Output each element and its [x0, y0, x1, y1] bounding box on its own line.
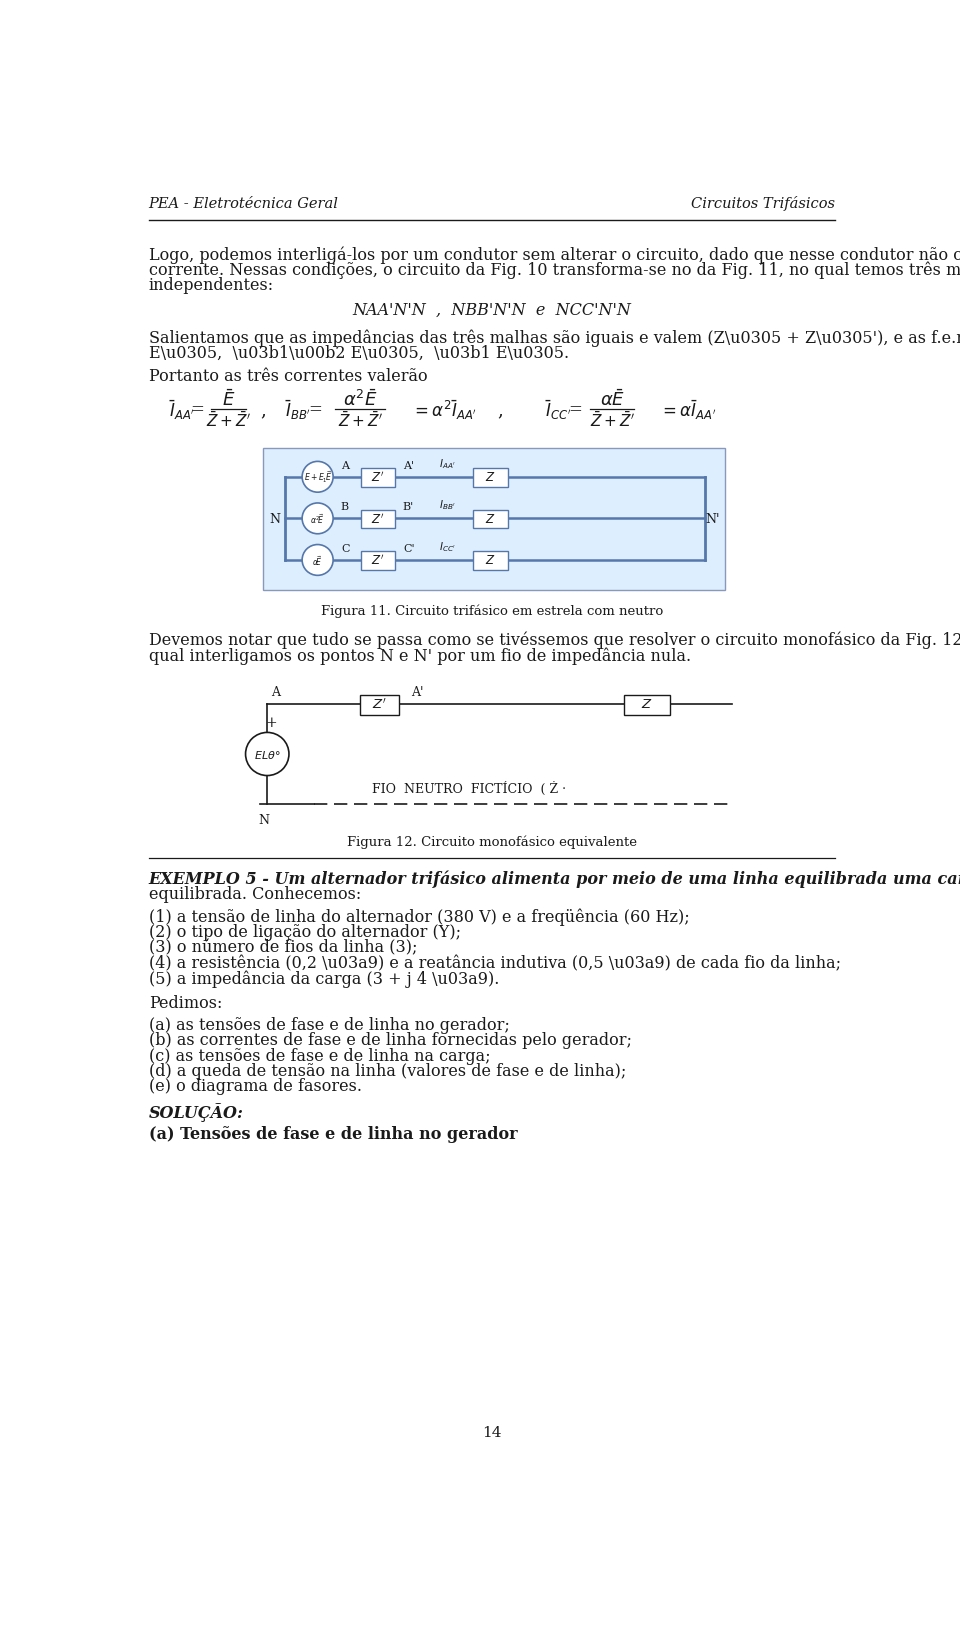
Text: Circuitos Trifásicos: Circuitos Trifásicos	[691, 196, 835, 211]
Text: $Z$: $Z$	[485, 472, 495, 485]
Bar	[361, 511, 396, 529]
Text: (e) o diagrama de fasores.: (e) o diagrama de fasores.	[149, 1077, 362, 1095]
Text: =: =	[308, 401, 323, 418]
Text: (3) o número de fios da linha (3);: (3) o número de fios da linha (3);	[149, 938, 418, 956]
Text: $=\alpha\bar{I}_{AA^\prime}$: $=\alpha\bar{I}_{AA^\prime}$	[659, 398, 716, 421]
Text: A': A'	[403, 460, 414, 470]
Text: B': B'	[403, 503, 414, 512]
Bar	[473, 468, 508, 488]
Text: $Z'$: $Z'$	[372, 553, 385, 568]
Text: A': A'	[411, 685, 423, 698]
Bar	[263, 449, 725, 591]
Circle shape	[246, 733, 289, 777]
Text: $\bar{Z}+\bar{Z}^{\prime}$: $\bar{Z}+\bar{Z}^{\prime}$	[589, 410, 635, 429]
Text: C': C'	[403, 543, 415, 553]
Text: Salientamos que as impedâncias das três malhas são iguais e valem (Z\u0305 + Z\u: Salientamos que as impedâncias das três …	[149, 330, 960, 346]
Text: Portanto as três correntes valerão: Portanto as três correntes valerão	[149, 367, 427, 385]
Text: qual interligamos os pontos N e N' por um fio de impedância nula.: qual interligamos os pontos N e N' por u…	[149, 646, 691, 664]
Text: Devemos notar que tudo se passa como se tivéssemos que resolver o circuito monof: Devemos notar que tudo se passa como se …	[149, 632, 960, 650]
Text: $Z'$: $Z'$	[372, 470, 385, 485]
Bar	[473, 552, 508, 571]
Text: ,: ,	[260, 401, 266, 419]
Text: =: =	[568, 401, 582, 418]
Text: B: B	[341, 503, 349, 512]
Text: $Z$: $Z$	[485, 555, 495, 566]
Text: Logo, podemos interligá-los por um condutor sem alterar o circuito, dado que nes: Logo, podemos interligá-los por um condu…	[149, 246, 960, 263]
Text: =: =	[191, 401, 204, 418]
Text: $E+E_1\!\vec{E}$: $E+E_1\!\vec{E}$	[303, 470, 332, 485]
Text: $\bar{Z}+\bar{Z}^{\prime}$: $\bar{Z}+\bar{Z}^{\prime}$	[338, 410, 383, 429]
Bar	[624, 695, 670, 715]
Text: +: +	[265, 715, 276, 730]
Text: (b) as correntes de fase e de linha fornecidas pelo gerador;: (b) as correntes de fase e de linha forn…	[149, 1031, 632, 1048]
Text: $Z$: $Z$	[485, 512, 495, 526]
Text: independentes:: independentes:	[149, 277, 274, 294]
Text: (a) as tensões de fase e de linha no gerador;: (a) as tensões de fase e de linha no ger…	[149, 1017, 510, 1033]
Text: (1) a tensão de linha do alternador (380 V) e a freqüência (60 Hz);: (1) a tensão de linha do alternador (380…	[149, 909, 689, 925]
Text: $Z'$: $Z'$	[372, 512, 385, 526]
Text: FIO  NEUTRO  FICTÍCIO  ( Ż ·: FIO NEUTRO FICTÍCIO ( Ż ·	[372, 782, 565, 795]
Text: (d) a queda de tensão na linha (valores de fase e de linha);: (d) a queda de tensão na linha (valores …	[149, 1062, 626, 1079]
Text: $\alpha\bar{E}$: $\alpha\bar{E}$	[600, 390, 625, 410]
Text: N: N	[270, 512, 280, 526]
Text: N: N	[258, 814, 269, 827]
Text: A: A	[341, 460, 348, 470]
Bar	[361, 552, 396, 571]
Text: PEA - Eletrotécnica Geral: PEA - Eletrotécnica Geral	[149, 197, 339, 211]
Text: SOLUÇÃO:: SOLUÇÃO:	[149, 1102, 244, 1121]
Text: N': N'	[706, 512, 720, 526]
Text: E\u0305,  \u03b1\u00b2 E\u0305,  \u03b1 E\u0305.: E\u0305, \u03b1\u00b2 E\u0305, \u03b1 E\…	[149, 344, 568, 361]
Text: $\alpha^2\!\vec{E}$: $\alpha^2\!\vec{E}$	[310, 512, 324, 526]
Text: $EL\theta°$: $EL\theta°$	[254, 749, 280, 761]
Text: $I_{BB'}$: $I_{BB'}$	[439, 498, 455, 512]
Circle shape	[302, 504, 333, 534]
Text: (c) as tensões de fase e de linha na carga;: (c) as tensões de fase e de linha na car…	[149, 1048, 491, 1064]
Bar	[361, 468, 396, 488]
Text: equilibrada. Conhecemos:: equilibrada. Conhecemos:	[149, 885, 361, 902]
Bar	[473, 511, 508, 529]
Text: $Z'$: $Z'$	[372, 697, 387, 712]
Text: (a) Tensões de fase e de linha no gerador: (a) Tensões de fase e de linha no gerado…	[149, 1126, 517, 1142]
Text: (4) a resistência (0,2 \u03a9) e a reatância indutiva (0,5 \u03a9) de cada fio d: (4) a resistência (0,2 \u03a9) e a reatâ…	[149, 955, 841, 971]
Text: $I_{AA'}$: $I_{AA'}$	[439, 457, 455, 470]
Text: $=\alpha^2\bar{I}_{AA^\prime}$: $=\alpha^2\bar{I}_{AA^\prime}$	[411, 398, 477, 421]
Text: (5) a impedância da carga (3 + j 4 \u03a9).: (5) a impedância da carga (3 + j 4 \u03a…	[149, 969, 499, 987]
Circle shape	[302, 462, 333, 493]
Text: $Z$: $Z$	[641, 698, 653, 712]
Text: $\bar{I}_{AA^\prime}$: $\bar{I}_{AA^\prime}$	[169, 398, 195, 421]
Text: C: C	[341, 543, 349, 553]
Circle shape	[302, 545, 333, 576]
Text: (2) o tipo de ligação do alternador (Y);: (2) o tipo de ligação do alternador (Y);	[149, 924, 461, 940]
Text: A: A	[271, 685, 280, 698]
Text: Pedimos:: Pedimos:	[149, 994, 222, 1012]
Text: ,: ,	[497, 401, 503, 419]
Text: $\alpha^2\bar{E}$: $\alpha^2\bar{E}$	[343, 390, 377, 410]
Text: $\bar{E}$: $\bar{E}$	[222, 390, 235, 410]
Text: Figura 12. Circuito monofásico equivalente: Figura 12. Circuito monofásico equivalen…	[347, 836, 637, 849]
Text: $\bar{I}_{CC^\prime}$: $\bar{I}_{CC^\prime}$	[544, 398, 571, 421]
Text: $\alpha\!\vec{E}$: $\alpha\!\vec{E}$	[312, 553, 323, 568]
Text: $\bar{Z}+\bar{Z}^{\prime}$: $\bar{Z}+\bar{Z}^{\prime}$	[206, 410, 251, 429]
Text: $I_{CC'}$: $I_{CC'}$	[439, 540, 456, 553]
Text: 14: 14	[482, 1425, 502, 1439]
Text: EXEMPLO 5 - Um alternador trifásico alimenta por meio de uma linha equilibrada u: EXEMPLO 5 - Um alternador trifásico alim…	[149, 870, 960, 888]
Text: $\bar{I}_{BB^\prime}$: $\bar{I}_{BB^\prime}$	[285, 398, 311, 421]
Text: Figura 11. Circuito trifásico em estrela com neutro: Figura 11. Circuito trifásico em estrela…	[321, 604, 663, 619]
Text: NAA'N'N  ,  NBB'N'N  e  NCC'N'N: NAA'N'N , NBB'N'N e NCC'N'N	[352, 302, 632, 318]
Text: corrente. Nessas condições, o circuito da Fig. 10 transforma-se no da Fig. 11, n: corrente. Nessas condições, o circuito d…	[149, 261, 960, 279]
Bar	[360, 695, 399, 715]
